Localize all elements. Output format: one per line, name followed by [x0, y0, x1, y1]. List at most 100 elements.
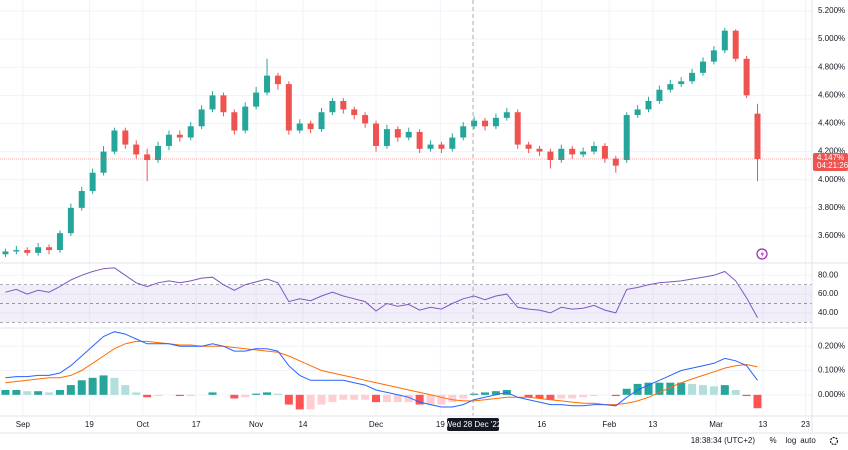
candle-body: [482, 120, 489, 127]
countdown: 04:21:26: [817, 161, 848, 170]
histogram-bar: [720, 385, 729, 395]
histogram-bar: [546, 394, 555, 400]
histogram-bar: [557, 394, 566, 399]
candle-body: [155, 145, 162, 161]
histogram-bar: [568, 394, 577, 399]
histogram-bar: [34, 391, 43, 395]
candle-body: [438, 144, 445, 149]
percent-button[interactable]: %: [769, 436, 776, 445]
x-tick-label: Mar: [709, 420, 723, 429]
candle-body: [296, 123, 303, 131]
histogram-bar: [284, 394, 293, 405]
histogram-bar: [110, 377, 119, 395]
rsi-line: [5, 267, 758, 318]
histogram-bar: [633, 383, 642, 395]
candle-body: [645, 100, 652, 110]
last-price-box: [813, 153, 848, 172]
candle-body: [13, 250, 20, 252]
histogram-bar: [579, 394, 588, 398]
candle-body: [405, 131, 412, 138]
candle-body: [2, 251, 9, 255]
candle-body: [503, 112, 510, 118]
histogram-bar: [306, 394, 315, 410]
crosshair-label-box: [447, 418, 500, 431]
candle-body: [536, 148, 543, 152]
candle-body: [449, 137, 456, 149]
y-tick-label: 3.800%: [818, 203, 845, 212]
y-tick-label: 0.100%: [818, 366, 845, 375]
histogram-bar: [655, 382, 664, 395]
x-tick-label: 19: [85, 420, 94, 429]
rsi-band: [0, 284, 812, 323]
x-tick-label: 17: [192, 420, 201, 429]
histogram-bar: [644, 382, 653, 395]
candle-body: [492, 117, 499, 127]
candle-body: [569, 148, 576, 155]
candle-body: [471, 120, 478, 127]
histogram-bar: [252, 393, 261, 395]
candle-body: [89, 172, 96, 191]
y-tick-label: 3.600%: [818, 231, 845, 240]
histogram-bar: [415, 394, 424, 405]
candle-body: [67, 207, 74, 234]
histogram-bar: [611, 394, 620, 397]
log-button[interactable]: log: [786, 436, 797, 445]
candle-body: [46, 247, 53, 251]
candle-body: [612, 158, 619, 166]
histogram-bar: [361, 394, 370, 400]
histogram-bar: [459, 394, 468, 399]
histogram-bar: [666, 382, 675, 395]
histogram-bar: [742, 394, 751, 397]
histogram-bar: [1, 389, 10, 395]
y-tick-label: 40.00: [818, 308, 839, 317]
y-tick-label: 4.000%: [818, 175, 845, 184]
candle-body: [373, 123, 380, 146]
candle-body: [667, 84, 674, 90]
candle-body: [362, 115, 369, 124]
histogram-bar: [731, 389, 740, 395]
histogram-bar: [132, 392, 141, 395]
settings-button[interactable]: [829, 436, 839, 446]
alert-icon[interactable]: [756, 248, 768, 260]
y-tick-label: 80.00: [818, 270, 839, 279]
histogram-bar: [241, 394, 250, 398]
auto-button[interactable]: auto: [800, 436, 816, 445]
histogram-bar: [121, 385, 130, 395]
x-tick-label: Sep: [16, 420, 31, 429]
candle-body: [732, 30, 739, 59]
candle-body: [514, 112, 521, 145]
histogram-bar: [88, 377, 97, 395]
candle-body: [416, 131, 423, 149]
crosshair-label: Wed 28 Dec '22: [445, 420, 502, 429]
histogram-bar: [709, 386, 718, 395]
histogram-bar: [699, 385, 708, 395]
candle-body: [56, 233, 63, 251]
x-tick-label: Feb: [602, 420, 616, 429]
y-tick-label: 0.200%: [818, 341, 845, 350]
histogram-bar: [55, 389, 64, 395]
candle-body: [383, 129, 390, 146]
candle-body: [710, 50, 717, 62]
candle-body: [721, 30, 728, 51]
x-tick-label: 19: [436, 420, 445, 429]
y-tick-label: 4.200%: [818, 147, 845, 156]
histogram-bar: [535, 394, 544, 399]
x-tick-label: 23: [801, 420, 810, 429]
y-tick-label: 60.00: [818, 289, 839, 298]
candle-body: [307, 123, 314, 130]
histogram-bar: [154, 394, 163, 397]
histogram-bar: [295, 394, 304, 410]
y-tick-label: 5.200%: [818, 6, 845, 15]
candle-body: [525, 144, 532, 149]
candle-body: [689, 72, 696, 82]
x-tick-label: Dec: [369, 420, 383, 429]
x-tick-label: 13: [648, 420, 657, 429]
histogram-bar: [230, 394, 239, 399]
candle-body: [274, 75, 281, 85]
x-tick-label: 13: [758, 420, 767, 429]
candle-body: [176, 134, 183, 138]
candle-body: [122, 130, 129, 145]
histogram-bar: [622, 388, 631, 395]
